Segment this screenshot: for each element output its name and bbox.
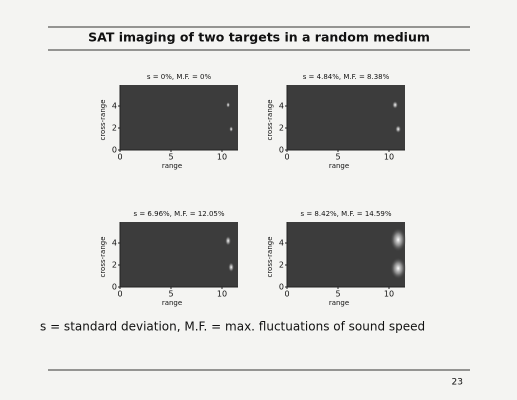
y-axis-label: cross-range: [99, 236, 107, 277]
panel-title: s = 8.42%, M.F. = 14.59%: [300, 210, 391, 218]
y-tick-label: 0: [279, 146, 284, 155]
y-tick-label: 2: [279, 261, 284, 270]
x-tick-label: 5: [335, 153, 340, 162]
y-tick-label: 4: [279, 239, 284, 248]
heatmap-image: [287, 222, 405, 287]
x-tick-label: 0: [284, 290, 289, 299]
panel: s = 6.96%, M.F. = 12.05% 0 5 10 0 2 4 range cros…: [99, 210, 238, 307]
x-axis-label: range: [162, 299, 182, 307]
target-spot: [229, 126, 234, 133]
target-spot: [390, 257, 407, 280]
y-tick-label: 4: [112, 102, 117, 111]
x-tick-label: 0: [117, 290, 122, 299]
x-tick-label: 0: [117, 153, 122, 162]
target-spot: [225, 235, 232, 246]
panel: s = 4.84%, M.F. = 8.38% 0 5 10 0 2 4 range cross…: [266, 73, 405, 170]
x-axis-label: range: [329, 299, 349, 307]
caption: s = standard deviation, M.F. = max. fluc…: [40, 320, 425, 334]
x-tick-label: 5: [335, 290, 340, 299]
target-spot: [226, 101, 231, 108]
y-axis-label: cross-range: [266, 236, 274, 277]
y-axis-label: cross-range: [266, 99, 274, 140]
y-tick-label: 0: [112, 146, 117, 155]
y-axis-label: cross-range: [99, 99, 107, 140]
y-tick-label: 4: [279, 102, 284, 111]
panel-title: s = 4.84%, M.F. = 8.38%: [303, 73, 390, 81]
y-tick-label: 4: [112, 239, 117, 248]
y-tick-label: 2: [112, 261, 117, 270]
x-tick-label: 10: [217, 290, 227, 299]
panel-title: s = 6.96%, M.F. = 12.05%: [133, 210, 224, 218]
heatmap-image: [287, 85, 405, 150]
x-tick-label: 0: [284, 153, 289, 162]
x-tick-label: 10: [217, 153, 227, 162]
slide-title: SAT imaging of two targets in a random m…: [88, 30, 430, 45]
target-spot: [390, 227, 407, 252]
y-tick-label: 0: [279, 283, 284, 292]
x-tick-label: 5: [168, 153, 173, 162]
x-tick-label: 5: [168, 290, 173, 299]
x-tick-label: 10: [384, 290, 394, 299]
panels: s = 0%, M.F. = 0% 0 5 10 0 2 4 range cross-range…: [99, 73, 407, 307]
x-axis-label: range: [162, 162, 182, 170]
y-tick-label: 2: [279, 124, 284, 133]
x-axis-label: range: [329, 162, 349, 170]
target-spot: [228, 262, 235, 273]
target-spot: [395, 125, 402, 134]
heatmap-image: [120, 85, 238, 150]
y-tick-label: 0: [112, 283, 117, 292]
page-number: 23: [452, 378, 463, 388]
target-spot: [392, 100, 399, 109]
heatmap-image: [120, 222, 238, 287]
panel: s = 8.42%, M.F. = 14.59% 0 5 10 0 2 4 range cros…: [266, 210, 407, 307]
x-tick-label: 10: [384, 153, 394, 162]
panel-title: s = 0%, M.F. = 0%: [147, 73, 212, 81]
y-tick-label: 2: [112, 124, 117, 133]
panel: s = 0%, M.F. = 0% 0 5 10 0 2 4 range cross-range: [99, 73, 238, 170]
